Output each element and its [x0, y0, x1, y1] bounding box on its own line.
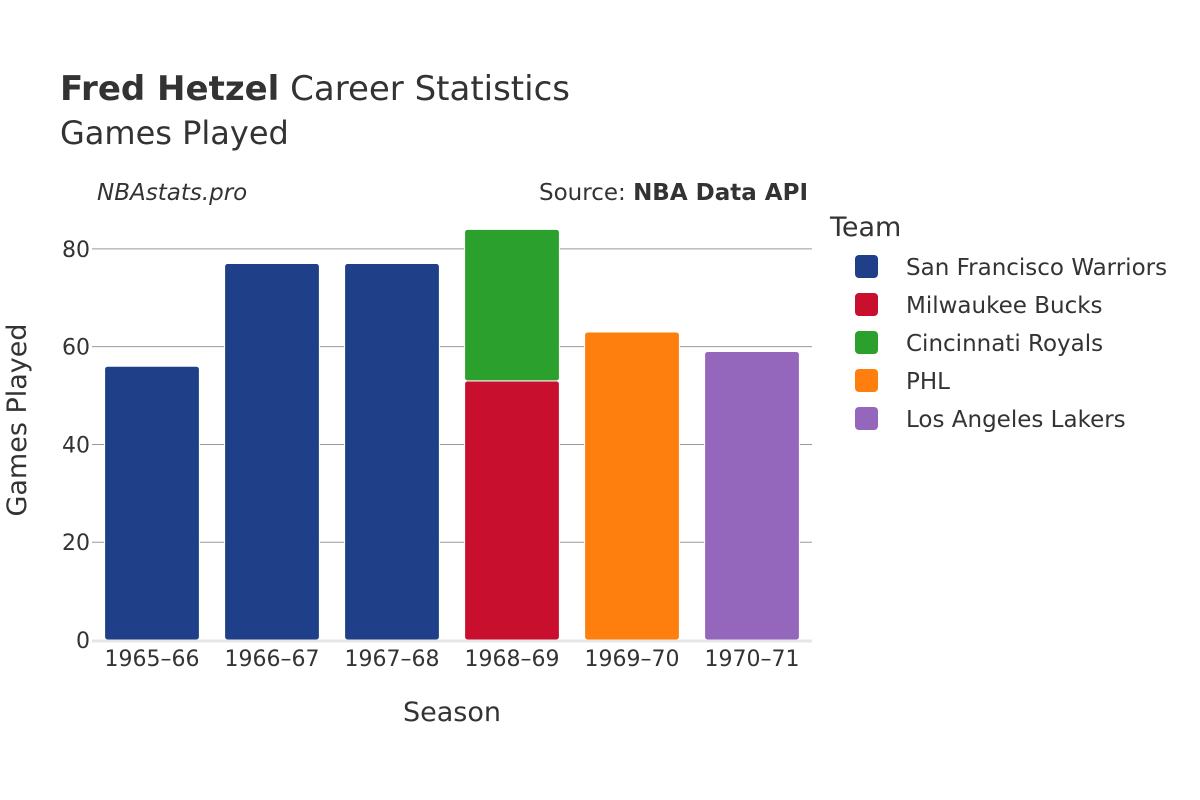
chart-title: Fred Hetzel Career Statistics [60, 69, 570, 109]
bars [104, 228, 800, 641]
source-prefix: Source: [539, 180, 633, 206]
y-axis-title: Games Played [2, 323, 33, 516]
x-axis-title: Season [403, 697, 501, 728]
bar-segment [344, 263, 440, 641]
legend-title: Team [829, 212, 901, 243]
y-tick-label: 40 [62, 433, 90, 458]
y-tick-label: 20 [62, 531, 90, 556]
legend-swatch [855, 407, 878, 430]
y-tick-label: 60 [62, 336, 90, 361]
x-tick-label: 1970–71 [705, 647, 800, 672]
bar-segment [224, 263, 320, 641]
legend: San Francisco Warriors Milwaukee Bucks Cin… [855, 255, 1167, 433]
legend-swatch [855, 255, 878, 278]
legend-swatch [855, 369, 878, 392]
player-name: Fred Hetzel [60, 69, 279, 109]
bar-segment [584, 331, 680, 641]
x-axis-ticks: 1965–66 1966–67 1967–68 1968–69 1969–70 1970–… [105, 647, 800, 672]
y-tick-label: 80 [62, 238, 90, 263]
gridlines [92, 248, 812, 543]
legend-swatch [855, 331, 878, 354]
chart-subtitle: Games Played [60, 114, 289, 152]
legend-label: Los Angeles Lakers [906, 407, 1126, 433]
y-axis-ticks: 0 20 40 60 80 [62, 238, 90, 654]
bar-segment [464, 228, 560, 382]
bar-segment [104, 365, 200, 641]
legend-label: PHL [906, 369, 950, 395]
x-tick-label: 1965–66 [105, 647, 200, 672]
source-note: Source: NBA Data API [539, 180, 808, 206]
y-tick-label: 0 [76, 629, 90, 654]
x-tick-label: 1966–67 [225, 647, 320, 672]
legend-label: San Francisco Warriors [906, 255, 1167, 281]
title-suffix: Career Statistics [279, 69, 570, 109]
legend-swatch [855, 293, 878, 316]
source-name: NBA Data API [633, 180, 808, 206]
x-tick-label: 1967–68 [345, 647, 440, 672]
bar-segment [464, 380, 560, 641]
x-tick-label: 1968–69 [465, 647, 560, 672]
bar-segment [704, 351, 800, 641]
x-tick-label: 1969–70 [585, 647, 680, 672]
watermark: NBAstats.pro [97, 180, 247, 206]
legend-label: Cincinnati Royals [906, 331, 1103, 357]
legend-label: Milwaukee Bucks [906, 293, 1103, 319]
